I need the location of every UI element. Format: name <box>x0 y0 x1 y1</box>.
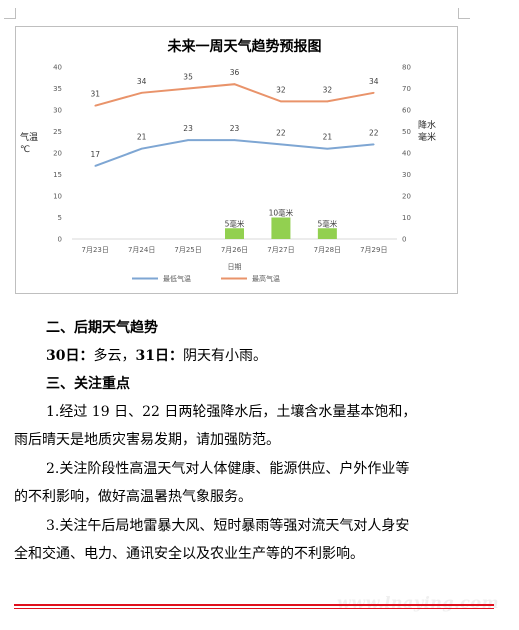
line-data-label: 21 <box>323 133 333 142</box>
line-data-label: 35 <box>183 73 193 82</box>
footer-rule <box>14 608 494 609</box>
min-temp-point <box>372 143 375 146</box>
legend-label: 最高气温 <box>252 274 280 283</box>
y-tick-label: 40 <box>53 64 62 72</box>
paragraph-line: 1.经过 19 日、22 日两轮强降水后，土壤含水量基本饱和， <box>46 404 417 420</box>
max-temp-point <box>372 92 375 94</box>
y2-tick-label: 80 <box>402 64 411 72</box>
paragraph-line: 2.关注阶段性高温天气对人体健康、能源供应、户外作业等 <box>46 461 410 477</box>
y2-tick-label: 0 <box>402 236 406 244</box>
x-tick-label: 7月29日 <box>360 246 387 254</box>
line-data-label: 36 <box>230 68 240 77</box>
paragraph-line: 的不利影响，做好高温暑热气象服务。 <box>14 489 252 505</box>
y-axis-title: 气温 <box>20 131 38 143</box>
max-temp-point <box>233 83 236 85</box>
paragraph-line: 3.关注午后局地雷暴大风、短时暴雨等强对流天气对人身安 <box>46 518 410 534</box>
y-tick-label: 0 <box>58 236 62 244</box>
legend-label: 最低气温 <box>163 274 191 283</box>
max-temp-point <box>280 100 282 103</box>
crop-mark <box>4 18 16 19</box>
min-temp-point <box>140 147 143 150</box>
x-tick-label: 7月28日 <box>314 246 341 254</box>
precipitation-bar <box>317 228 337 239</box>
forecast-text: 多云， <box>93 348 136 364</box>
forecast-day-label: 30日： <box>46 348 94 364</box>
line-data-label: 32 <box>323 85 333 94</box>
section-heading: 三、关注重点 <box>46 376 130 392</box>
line-data-label: 22 <box>276 128 286 137</box>
precipitation-bar <box>271 217 291 239</box>
bar-data-label: 5毫米 <box>317 218 337 228</box>
line-data-label: 23 <box>230 124 240 133</box>
max-temp-point <box>187 87 189 90</box>
bar-data-label: 10毫米 <box>269 208 294 218</box>
min-temp-point <box>326 147 329 150</box>
x-tick-label: 7月25日 <box>174 246 201 254</box>
y-tick-label: 10 <box>53 193 62 201</box>
forecast-day-label: 31日： <box>135 348 183 364</box>
y2-tick-label: 50 <box>402 128 411 136</box>
crop-mark <box>15 8 16 19</box>
x-tick-label: 7月24日 <box>128 246 155 254</box>
line-data-label: 17 <box>90 150 100 159</box>
x-tick-label: 7月27日 <box>267 246 294 254</box>
paragraph-line: 雨后晴天是地质灾害易发期，请加强防范。 <box>14 432 280 448</box>
y-axis-title: ℃ <box>20 145 30 155</box>
line-data-label: 21 <box>137 133 147 142</box>
line-data-label: 32 <box>276 85 286 94</box>
y2-tick-label: 40 <box>402 150 411 158</box>
line-data-label: 22 <box>369 128 379 137</box>
y-tick-label: 25 <box>53 128 62 136</box>
crop-mark <box>458 8 459 19</box>
forecast-line: 30日：多云，31日：阴天有小雨。 <box>46 346 519 366</box>
y-tick-label: 30 <box>53 107 62 115</box>
min-temp-point <box>94 165 97 167</box>
chart-canvas: 未来一周天气趋势预报图 0 5 10 15 20 25 30 35 40 0 10 20 30 40 50 60… <box>20 38 436 283</box>
y2-tick-label: 70 <box>402 85 411 93</box>
y-tick-label: 20 <box>53 150 62 158</box>
max-temp-point <box>94 104 97 107</box>
x-tick-label: 7月26日 <box>221 246 248 254</box>
y-tick-label: 15 <box>53 171 62 179</box>
y2-axis-title: 毫米 <box>418 131 436 143</box>
x-axis-title: 日期 <box>228 263 242 271</box>
max-temp-point <box>326 100 329 103</box>
line-data-label: 34 <box>137 77 147 86</box>
y2-tick-label: 30 <box>402 171 411 179</box>
line-data-label: 31 <box>90 90 100 99</box>
min-temp-point <box>233 139 236 141</box>
y-tick-label: 35 <box>53 85 62 93</box>
forecast-text: 阴天有小雨。 <box>182 348 267 364</box>
y-tick-label: 5 <box>58 214 62 222</box>
footer-rule <box>14 604 494 606</box>
min-temp-point <box>280 143 282 146</box>
y2-tick-label: 60 <box>402 107 411 115</box>
max-temp-point <box>140 92 143 94</box>
precipitation-bar <box>225 228 244 239</box>
bar-data-label: 5毫米 <box>225 218 245 228</box>
watermark: www.lnaying.com <box>337 593 499 612</box>
line-data-label: 23 <box>183 124 193 133</box>
line-data-label: 34 <box>369 77 379 86</box>
min-temp-line <box>94 139 374 167</box>
chart-title: 未来一周天气趋势预报图 <box>168 38 322 55</box>
x-tick-label: 7月23日 <box>82 246 109 254</box>
y2-tick-label: 10 <box>402 214 411 222</box>
weather-chart: 未来一周天气趋势预报图 0 5 10 15 20 25 30 35 40 0 10 20 30 40 50 60… <box>15 26 458 294</box>
section-heading: 二、后期天气趋势 <box>46 320 158 336</box>
crop-mark <box>458 18 470 19</box>
y2-axis-title: 降水 <box>418 119 436 131</box>
min-temp-point <box>187 139 189 141</box>
y2-tick-label: 20 <box>402 193 411 201</box>
paragraph-line: 全和交通、电力、通讯安全以及农业生产等的不利影响。 <box>14 546 364 562</box>
